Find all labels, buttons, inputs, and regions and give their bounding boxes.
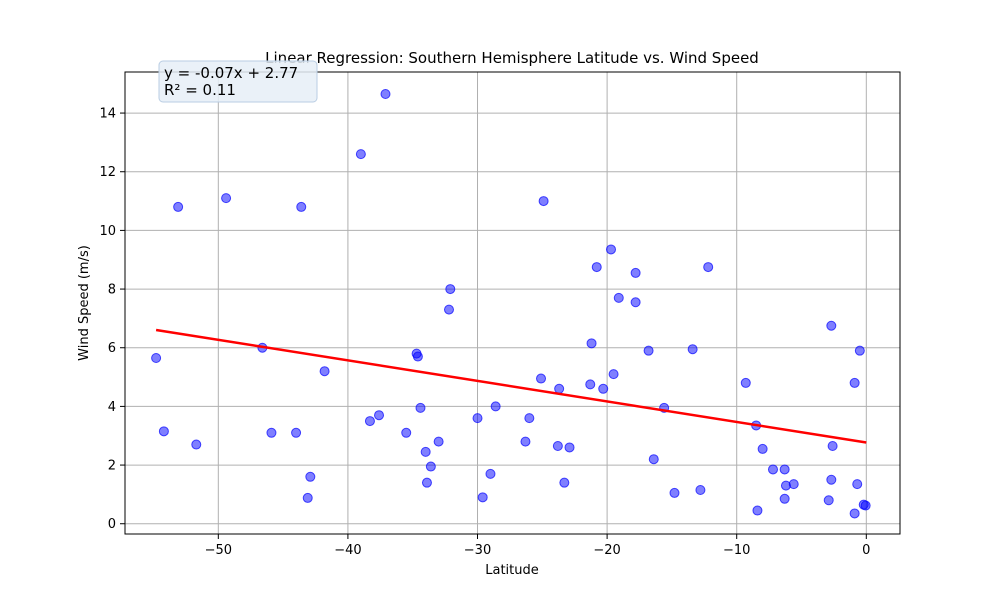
annotation-box [158,60,318,103]
x-tick-label: −10 [723,543,750,558]
chart-title: Linear Regression: Southern Hemisphere L… [265,49,759,67]
data-point [613,292,624,303]
data-point [752,505,763,516]
data-point [767,464,778,475]
data-point [559,477,570,488]
data-point [302,492,313,503]
data-point [630,297,641,308]
data-point [425,461,436,472]
r-squared: R² = 0.11 [164,81,236,99]
data-point [779,464,790,475]
y-tick-label: 0 [108,517,116,532]
data-point [854,345,865,356]
data-point [826,474,837,485]
data-point [827,441,838,451]
data-point [586,338,597,349]
data-point [605,244,616,255]
y-axis-label: Wind Speed (m/s) [77,245,92,361]
plot-frame [124,71,901,535]
x-tick-label: 0 [862,543,870,558]
data-point [445,284,456,295]
data-point [374,410,385,421]
data-point [849,508,860,519]
data-point [852,479,863,490]
data-point [823,495,834,506]
data-point [585,379,596,390]
data-point [355,149,366,160]
data-point [266,427,277,438]
data-point [443,304,454,315]
y-tick-label: 10 [99,224,116,239]
data-point [364,416,375,427]
data-point [420,446,431,457]
data-point [421,477,432,488]
data-point [826,320,837,331]
data-point [401,427,412,438]
axis-ticks: −50 −40 −30 −20 −10 0 0 2 4 6 8 10 12 14 [99,107,870,558]
data-point [630,267,641,278]
data-point [779,493,790,504]
y-tick-label: 4 [108,400,116,415]
data-point [648,454,659,465]
y-tick-label: 14 [99,107,116,122]
data-point [477,492,488,503]
data-point [520,436,531,447]
data-point [490,401,501,412]
y-tick-label: 2 [108,459,116,474]
data-point [849,377,860,388]
data-point [564,442,575,453]
data-point [591,262,602,273]
data-point [415,402,426,413]
data-point [412,351,423,362]
data-point [173,201,184,212]
data-point [608,369,619,380]
data-point [536,373,547,384]
data-point [757,443,768,454]
data-point [740,377,751,388]
regression-equation: y = -0.07x + 2.77 [164,64,298,82]
y-tick-label: 12 [99,165,116,180]
data-point [695,485,706,495]
y-tick-label: 6 [108,341,116,356]
data-point [319,366,330,377]
data-point [296,201,307,212]
x-tick-label: −50 [205,543,232,558]
data-point [472,413,483,424]
data-point [703,262,714,273]
data-point [538,196,549,207]
data-point [598,383,609,394]
x-tick-label: −30 [464,543,491,558]
data-points [151,89,871,519]
data-point [788,479,799,490]
data-point [151,353,162,363]
data-point [433,436,444,447]
data-point [554,383,565,394]
y-tick-label: 8 [108,283,116,298]
data-point [860,500,871,511]
data-point [305,471,316,482]
x-axis-label: Latitude [485,563,539,578]
grid [125,72,900,534]
data-point [643,345,654,356]
regression-line-group [155,328,867,444]
data-point [524,413,535,424]
data-point [191,439,202,450]
data-point [669,487,680,498]
x-tick-label: −20 [593,543,620,558]
data-point [380,89,391,99]
data-point [158,426,169,437]
regression-line [155,328,867,444]
data-point [687,344,698,355]
regression-annotation: y = -0.07x + 2.77 R² = 0.11 [158,60,318,103]
data-point [221,193,232,204]
data-point [485,468,496,479]
x-tick-label: −40 [334,543,361,558]
data-point [291,427,302,438]
data-point [552,441,563,451]
